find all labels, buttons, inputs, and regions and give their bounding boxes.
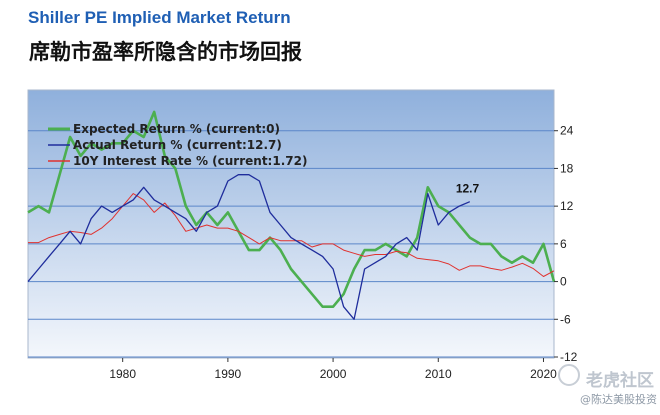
grid [28,130,554,358]
watermark-user: @陈达美股投资 [580,393,657,406]
y-tick-label: 12 [560,199,574,213]
current-value-annotation: 12.7 [456,182,480,196]
legend-label: Actual Return % (current:12.7) [73,138,282,152]
plot-area [27,89,555,359]
x-tick-label: 2010 [425,367,452,381]
chart-title: Shiller PE Implied Market Return [28,8,291,27]
y-tick-label: 24 [560,124,574,138]
series-line-1 [27,110,556,309]
y-tick-label: 18 [560,161,574,175]
x-tick-label: 2020 [530,367,557,381]
series-lines [27,110,556,320]
x-tick-label: 1990 [215,367,242,381]
y-tick-label: 0 [560,275,567,289]
x-tick-label: 2000 [320,367,347,381]
series-line-2 [27,174,471,320]
y-tick-label: 6 [560,237,567,251]
axes: 24 18 12 6 0 -6 -12 1980 1990 2000 2010 2020 [109,124,577,381]
x-tick-label: 1980 [109,367,136,381]
watermark-brand: 老虎社区 [586,371,654,391]
legend-label: Expected Return % (current:0) [73,122,280,136]
chart-subtitle: 席勒市盈率所隐含的市场回报 [29,40,302,64]
watermark-logo-icon [558,364,580,386]
y-tick-label: -6 [560,312,571,326]
legend: Expected Return % (current:0) Actual Retu… [48,122,307,168]
legend-label: 10Y Interest Rate % (current:1.72) [73,154,307,168]
y-tick-label: -12 [560,350,578,364]
series-line-3 [28,193,555,277]
